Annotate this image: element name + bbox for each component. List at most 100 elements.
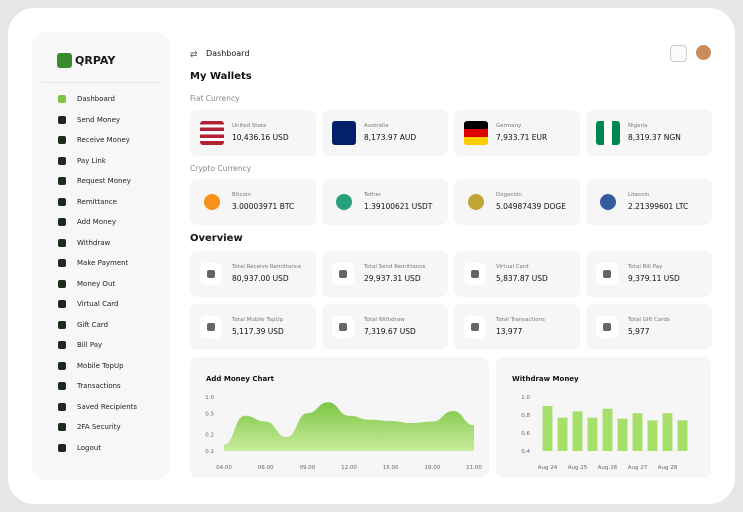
sidebar: QRPAY Dashboard Send Money Receive Money Pa… xyxy=(32,32,170,480)
y-tick-label: 1.0 xyxy=(205,395,214,401)
wallet-card[interactable]: Total Send Remittance 29,937.31 USD xyxy=(322,251,448,297)
currency: LTC xyxy=(675,202,689,211)
amount: 5,117.39 xyxy=(232,327,266,336)
sidebar-item[interactable]: Mobile TopUp xyxy=(58,361,124,370)
overview-icon xyxy=(200,263,222,285)
x-tick-label: Aug 24 xyxy=(538,465,558,471)
app-window: QRPAY Dashboard Send Money Receive Money Pa… xyxy=(8,8,735,504)
wallet-card[interactable]: Australia 8,173.97 AUD xyxy=(322,110,448,156)
card-label: Total Bill Pay xyxy=(628,264,663,270)
currency: USD xyxy=(399,327,416,336)
card-amount: 1.39100621 USDT xyxy=(364,202,432,211)
coin-icon xyxy=(336,194,352,210)
bar xyxy=(662,413,673,451)
sidebar-item[interactable]: 2FA Security xyxy=(58,423,121,431)
overview-icon xyxy=(332,263,354,285)
sidebar-item[interactable]: Bill Pay xyxy=(58,341,102,349)
sidebar-icon xyxy=(58,218,66,226)
wallet-card[interactable]: Total Transactions 13,977 xyxy=(454,304,580,350)
wallet-card[interactable]: Total Bill Pay 9,379.11 USD xyxy=(586,251,712,297)
sidebar-item[interactable]: Virtual Card xyxy=(58,300,118,308)
chart-card: Withdraw Money 1.0 0.8 0.6 0.4 Aug 24 Aug 25 Au… xyxy=(496,357,711,478)
card-amount: 3.00003971 BTC xyxy=(232,202,294,211)
card-label: Virtual Card xyxy=(496,264,529,270)
card-label: Bitcoin xyxy=(232,192,251,198)
coin-icon xyxy=(204,194,220,210)
card-label: Dogecoin xyxy=(496,192,522,198)
card-amount: 5,117.39 USD xyxy=(232,327,284,336)
sidebar-item[interactable]: Make Payment xyxy=(58,259,128,267)
sidebar-item[interactable]: Dashboard xyxy=(58,95,115,103)
glyph xyxy=(339,323,347,331)
sidebar-icon xyxy=(58,259,66,267)
wallet-card[interactable]: Total Mobile TopUp 5,117.39 USD xyxy=(190,304,316,350)
wallet-card[interactable]: Total Withdraw 7,319.67 USD xyxy=(322,304,448,350)
avatar[interactable] xyxy=(696,45,711,60)
wallet-card[interactable]: Germany 7,933.71 EUR xyxy=(454,110,580,156)
x-tick-label: 21.00 xyxy=(466,465,482,471)
sidebar-item[interactable]: Money Out xyxy=(58,279,116,288)
wallet-card[interactable]: Tether 1.39100621 USDT xyxy=(322,179,448,225)
card-amount: 5,837.87 USD xyxy=(496,274,548,283)
glyph xyxy=(339,270,347,278)
amount: 80,937.00 xyxy=(232,274,271,283)
card-label: Total Receive Remittance xyxy=(232,264,302,270)
card-label: Litecoin xyxy=(628,192,650,198)
sidebar-item[interactable]: Send Money xyxy=(58,115,120,124)
flag xyxy=(200,121,224,145)
chart: Withdraw Money 1.0 0.8 0.6 0.4 Aug 24 Aug 25 Au… xyxy=(512,375,688,471)
overview-icon xyxy=(464,316,486,338)
currency: NGN xyxy=(663,133,681,142)
card-amount: 9,379.11 USD xyxy=(628,274,680,283)
card-label: Australia xyxy=(364,123,389,129)
overview-icon xyxy=(200,316,222,338)
wallet-card[interactable]: Bitcoin 3.00003971 BTC xyxy=(190,179,316,225)
amount: 5,977 xyxy=(628,327,650,336)
logo-icon xyxy=(57,53,72,68)
sidebar-item[interactable]: Gift Card xyxy=(58,320,108,329)
bar xyxy=(677,420,688,451)
x-tick-label: Aug 25 xyxy=(568,465,588,471)
wallet-card[interactable]: Litecoin 2.21399601 LTC xyxy=(586,179,712,225)
sidebar-icon xyxy=(58,402,66,411)
y-tick-label: 0.6 xyxy=(521,431,530,437)
sidebar-item[interactable]: Receive Money xyxy=(58,136,130,144)
card-label: Nigeria xyxy=(628,123,648,129)
wallet-card[interactable]: Total Receive Remittance 80,937.00 USD xyxy=(190,251,316,297)
sidebar-item[interactable]: Add Money xyxy=(58,218,116,226)
glyph xyxy=(207,323,215,331)
card-amount: 8,173.97 AUD xyxy=(364,133,416,142)
wallet-card[interactable]: Virtual Card 5,837.87 USD xyxy=(454,251,580,297)
sidebar-icon xyxy=(58,443,66,452)
sidebar-icon xyxy=(58,156,66,165)
sidebar-item[interactable]: Withdraw xyxy=(58,238,110,247)
card-amount: 29,937.31 USD xyxy=(364,274,421,283)
x-tick-label: 15.00 xyxy=(383,465,399,471)
sidebar-label: Request Money xyxy=(77,177,131,185)
sidebar-item[interactable]: Logout xyxy=(58,443,101,452)
wallet-card[interactable]: Nigeria 8,319.37 NGN xyxy=(586,110,712,156)
sidebar-icon xyxy=(58,382,66,390)
wallet-card[interactable]: United State 10,436.16 USD xyxy=(190,110,316,156)
sidebar-item[interactable]: Request Money xyxy=(58,177,131,185)
sidebar-icon xyxy=(58,361,66,370)
overview-icon xyxy=(464,263,486,285)
wallet-card[interactable]: Total Gift Cards 5,977 xyxy=(586,304,712,350)
wallet-card[interactable]: Dogecoin 5.04987439 DOGE xyxy=(454,179,580,225)
card-label: Tether xyxy=(364,192,382,198)
sidebar-item[interactable]: Saved Recipients xyxy=(58,402,137,411)
sidebar-item[interactable]: Remittance xyxy=(58,197,117,206)
sidebar-label: Dashboard xyxy=(77,95,115,103)
currency: DOGE xyxy=(543,202,566,211)
sidebar-item[interactable]: Pay Link xyxy=(58,156,106,165)
sidebar-item[interactable]: Transactions xyxy=(58,382,121,390)
sidebar-icon xyxy=(58,341,66,349)
x-tick-label: Aug 27 xyxy=(628,465,648,471)
sidebar-label: Money Out xyxy=(77,279,116,288)
currency: USD xyxy=(531,274,548,283)
bar xyxy=(617,418,628,451)
notification-button[interactable] xyxy=(670,45,687,62)
glyph xyxy=(471,323,479,331)
amount: 5,837.87 xyxy=(496,274,530,283)
swap-icon[interactable]: ⇄ xyxy=(190,50,198,60)
